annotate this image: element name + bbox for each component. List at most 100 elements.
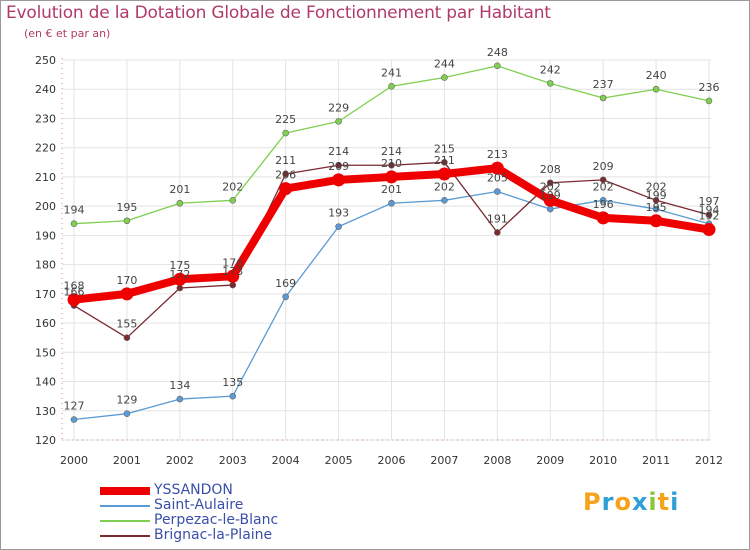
data-point <box>649 214 663 228</box>
y-tick-label: 170 <box>35 288 56 301</box>
data-point <box>705 211 713 219</box>
legend-label: Brignac-la-Plaine <box>154 527 273 543</box>
data-point <box>229 392 237 400</box>
data-point <box>652 205 660 213</box>
x-tick-label: 2009 <box>536 454 564 467</box>
data-point <box>70 416 78 423</box>
data-label: 194 <box>64 204 85 217</box>
data-label: 248 <box>487 46 508 59</box>
data-label: 214 <box>381 145 402 158</box>
data-label: 202 <box>540 180 561 193</box>
data-point <box>599 176 607 184</box>
data-point <box>282 170 289 178</box>
legend-swatch <box>100 520 150 522</box>
data-label: 205 <box>487 172 508 185</box>
data-label: 168 <box>64 280 85 293</box>
data-point <box>282 293 289 301</box>
data-label: 155 <box>116 318 137 331</box>
data-label: 199 <box>646 189 667 202</box>
legend-swatch <box>100 505 150 507</box>
data-point <box>335 223 342 230</box>
data-label: 214 <box>328 145 349 158</box>
data-label: 129 <box>116 394 137 407</box>
data-label: 225 <box>275 113 296 126</box>
logo-letter: r <box>601 488 615 516</box>
data-label: 241 <box>381 66 402 79</box>
logo-letter: x <box>631 488 649 516</box>
proxiti-logo: Proxiti <box>583 488 679 516</box>
y-tick-label: 220 <box>35 142 56 155</box>
data-label: 176 <box>222 256 243 269</box>
data-point <box>437 167 451 181</box>
data-point <box>279 182 293 196</box>
y-tick-label: 250 <box>35 54 56 67</box>
data-label: 192 <box>699 210 720 223</box>
logo-letter: o <box>614 488 632 516</box>
chart-title: Evolution de la Dotation Globale de Fonc… <box>6 3 551 23</box>
data-label: 127 <box>64 400 85 413</box>
data-label: 206 <box>275 169 296 182</box>
data-point <box>599 94 607 102</box>
legend-swatch <box>100 535 150 537</box>
data-label: 197 <box>699 195 720 208</box>
y-tick-label: 160 <box>35 317 56 330</box>
y-tick-label: 140 <box>35 376 56 389</box>
data-point <box>123 217 131 225</box>
data-label: 191 <box>487 212 508 225</box>
data-point <box>385 170 399 184</box>
data-point <box>120 287 134 301</box>
data-point <box>173 272 187 286</box>
data-point <box>652 85 660 93</box>
data-label: 170 <box>116 274 137 287</box>
data-point <box>70 220 78 227</box>
data-label: 195 <box>646 201 667 214</box>
data-point <box>176 284 184 292</box>
y-tick-label: 180 <box>35 259 56 272</box>
data-point <box>546 205 554 213</box>
data-point <box>705 97 713 105</box>
y-tick-label: 120 <box>35 434 56 447</box>
y-tick-label: 130 <box>35 405 56 418</box>
x-tick-label: 2011 <box>642 454 670 467</box>
data-label: 169 <box>275 277 296 290</box>
data-point <box>229 281 237 289</box>
data-point <box>652 197 660 204</box>
x-tick-label: 2008 <box>483 454 511 467</box>
data-point <box>702 223 716 237</box>
data-label: 211 <box>275 154 296 167</box>
x-tick-label: 2000 <box>60 454 88 467</box>
x-tick-label: 2010 <box>589 454 617 467</box>
data-point <box>494 188 501 195</box>
logo-letter: i <box>670 488 680 516</box>
data-point <box>546 80 554 87</box>
data-label: 172 <box>169 268 190 281</box>
data-label: 173 <box>222 265 243 278</box>
data-point <box>599 197 607 204</box>
data-label: 196 <box>593 198 614 211</box>
data-label: 199 <box>540 189 561 202</box>
data-point <box>388 83 395 90</box>
data-point <box>335 118 342 125</box>
data-label: 134 <box>169 379 190 392</box>
line-chart: 120 130 140 150 160 170 180 190 200 210 220 230 240 2… <box>35 46 723 467</box>
data-point <box>176 395 184 403</box>
y-tick-label: 230 <box>35 112 56 125</box>
data-label: 193 <box>328 207 349 220</box>
y-tick-label: 200 <box>35 200 56 213</box>
x-tick-label: 2004 <box>272 454 300 467</box>
data-label: 135 <box>222 376 243 389</box>
data-label: 194 <box>699 204 720 217</box>
legend-item: YSSANDON <box>100 482 320 498</box>
legend-swatch <box>100 487 150 495</box>
logo-letter: i <box>648 488 658 516</box>
data-point <box>332 173 346 187</box>
chart-subtitle: (en € et par an) <box>24 27 111 40</box>
data-label: 229 <box>328 101 349 114</box>
data-label: 209 <box>593 160 614 173</box>
data-label: 209 <box>328 160 349 173</box>
x-tick-label: 2005 <box>325 454 353 467</box>
legend-item: Saint-Aulaire <box>100 497 320 513</box>
data-label: 175 <box>169 259 190 272</box>
data-point <box>543 193 557 207</box>
